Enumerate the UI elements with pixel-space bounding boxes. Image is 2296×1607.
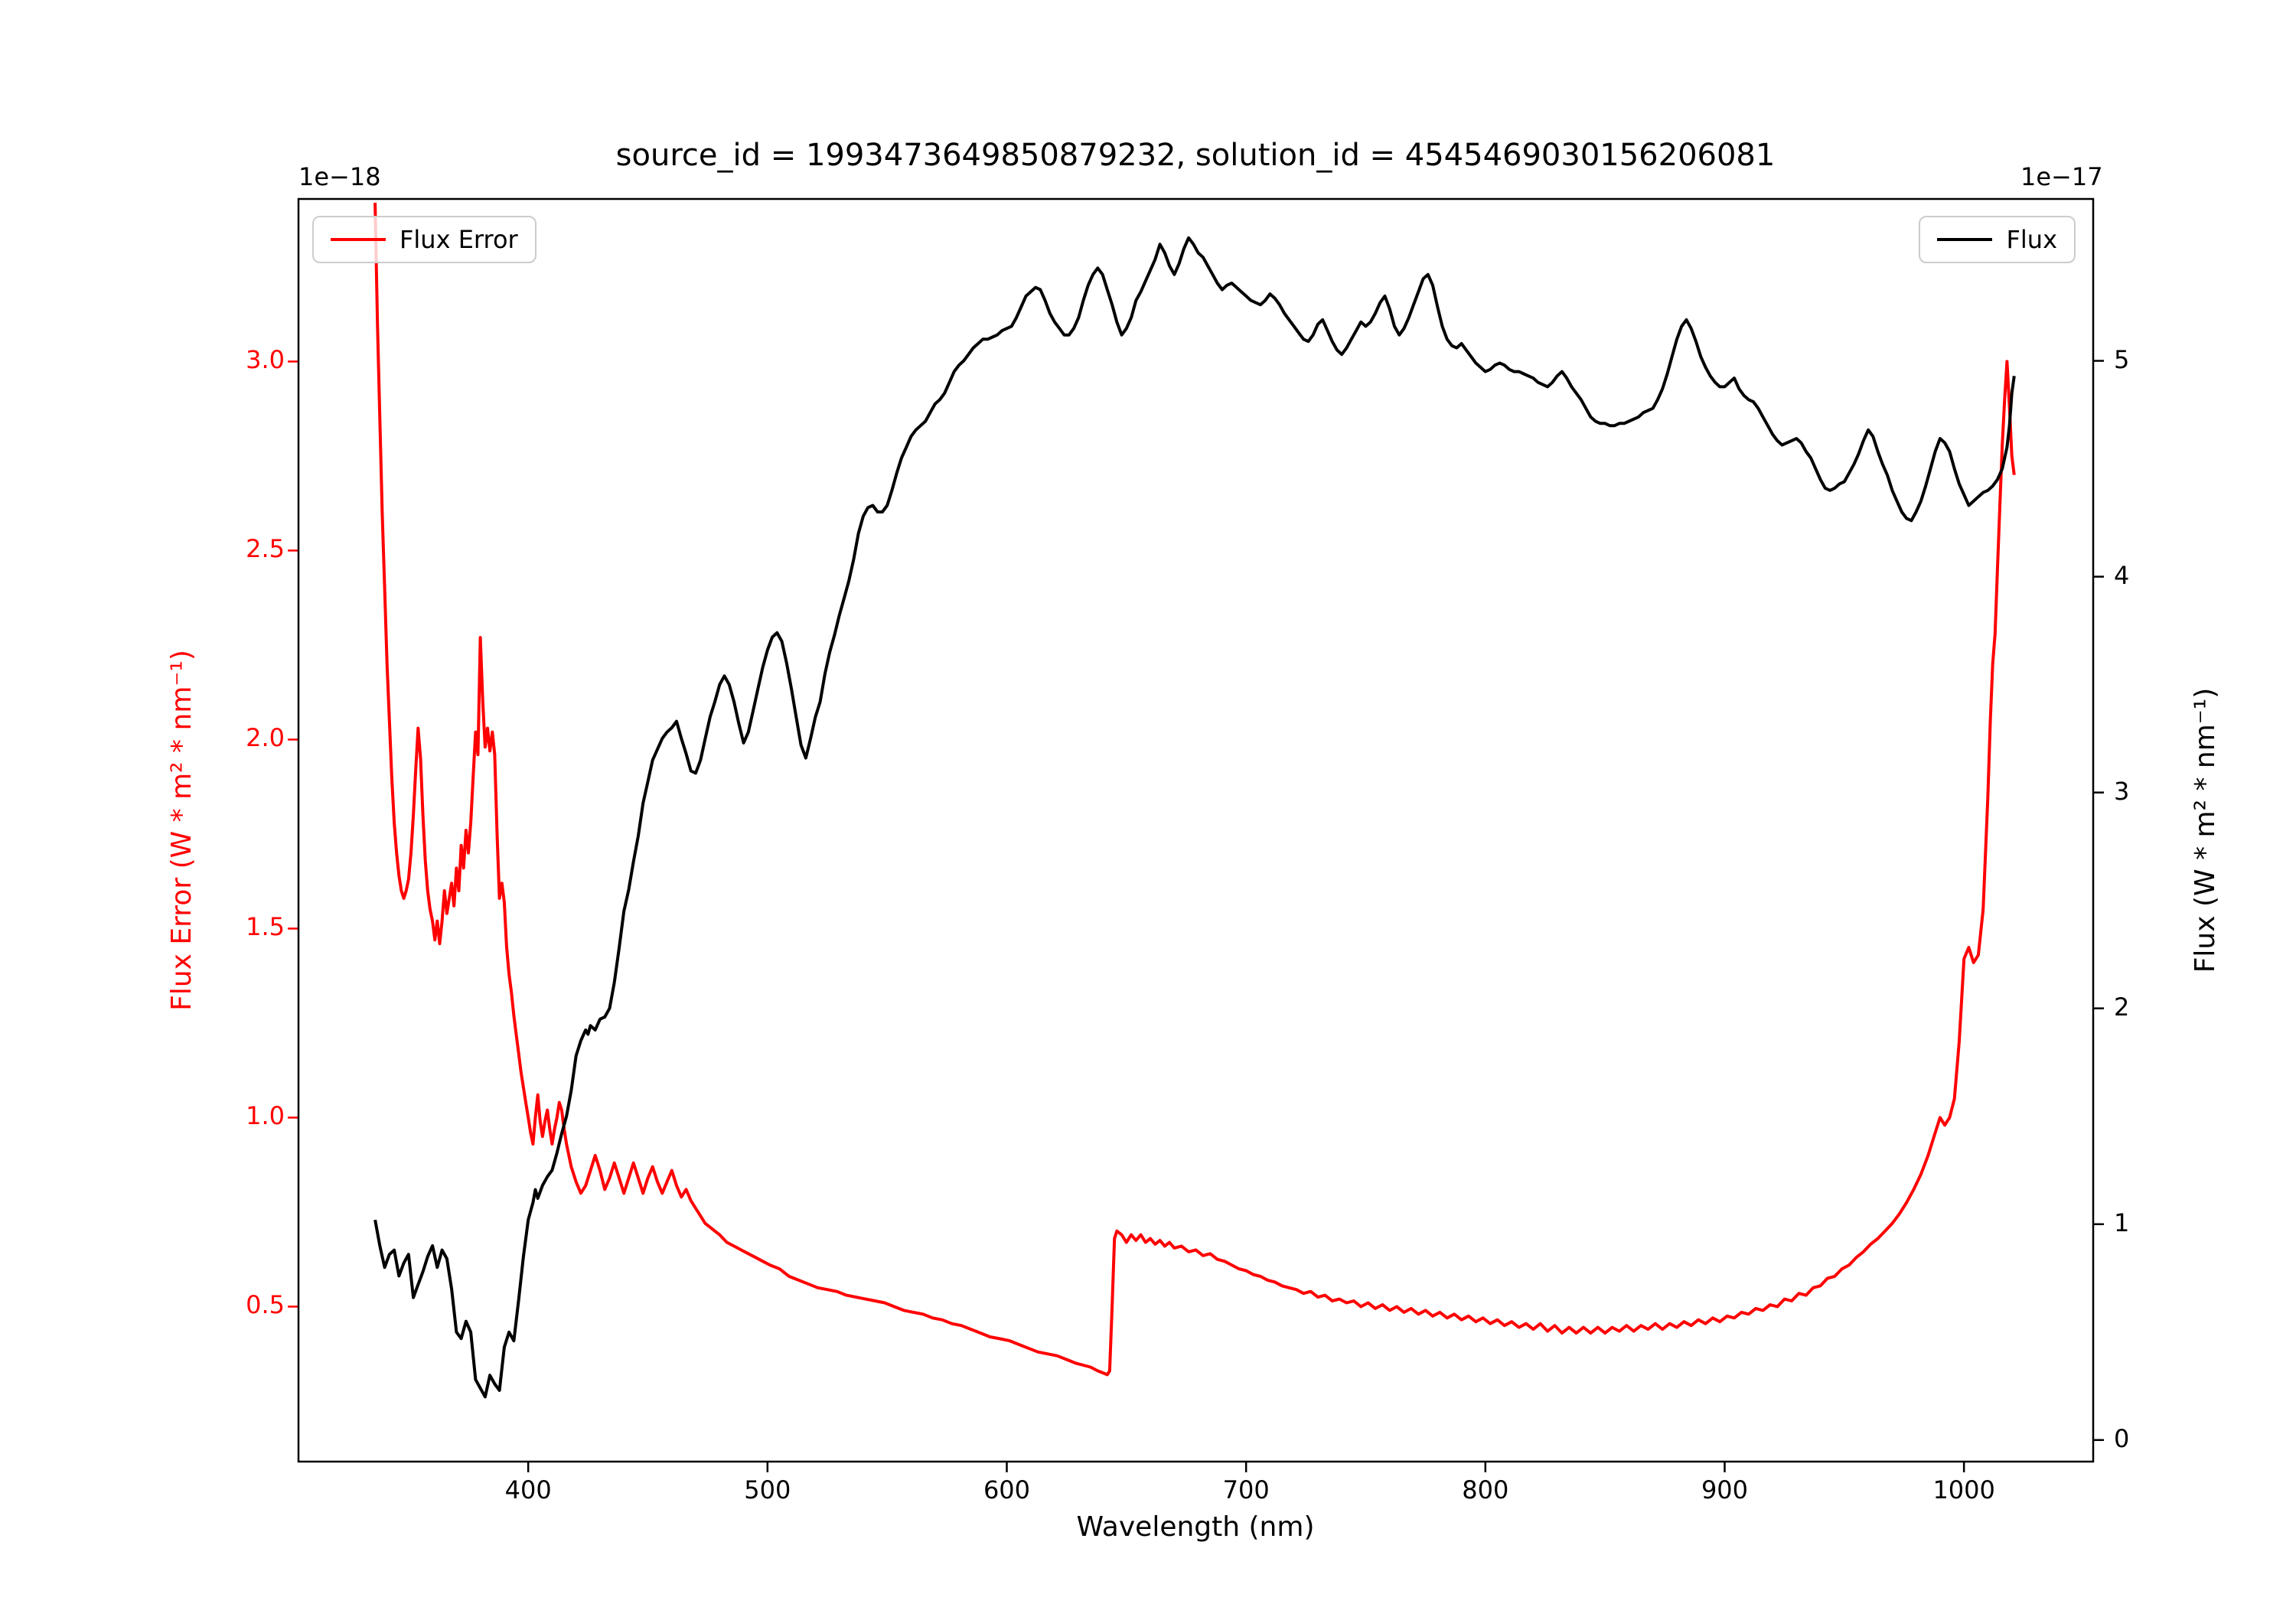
right-axis-offset-label: 1e−17 bbox=[2020, 162, 2103, 191]
right-y-tick-label: 2 bbox=[2114, 992, 2130, 1022]
flux-error-legend-label: Flux Error bbox=[400, 225, 518, 254]
left-y-tick-label: 1.0 bbox=[246, 1101, 285, 1131]
right-y-tick-label: 5 bbox=[2114, 344, 2130, 374]
flux-error-legend-line bbox=[331, 238, 386, 241]
flux-error-line bbox=[373, 202, 2016, 1377]
left-y-tick-label: 2.0 bbox=[246, 723, 285, 753]
x-tick-label: 1000 bbox=[1932, 1475, 1995, 1504]
legend-flux-error: Flux Error bbox=[312, 216, 536, 263]
right-y-tick-label: 4 bbox=[2114, 560, 2130, 590]
left-axis-offset-label: 1e−18 bbox=[298, 162, 381, 191]
axes-frame bbox=[297, 197, 2095, 1463]
left-y-tick-label: 1.5 bbox=[246, 912, 285, 942]
x-tick-label: 400 bbox=[504, 1475, 552, 1504]
x-tick-label: 900 bbox=[1701, 1475, 1749, 1504]
left-y-axis-label: Flux Error (W * m² * nm⁻¹) bbox=[166, 650, 197, 1011]
right-y-tick-label: 3 bbox=[2114, 776, 2130, 806]
chart-title: source_id = 1993473649850879232, solutio… bbox=[615, 138, 1776, 173]
right-y-tick-label: 0 bbox=[2114, 1423, 2130, 1453]
left-y-tick-label: 0.5 bbox=[246, 1290, 285, 1320]
right-y-tick-label: 1 bbox=[2114, 1208, 2130, 1237]
x-tick-label: 600 bbox=[983, 1475, 1031, 1504]
flux-line bbox=[373, 236, 2016, 1399]
x-axis-label: Wavelength (nm) bbox=[1076, 1511, 1315, 1543]
x-tick-label: 500 bbox=[744, 1475, 791, 1504]
x-tick-label: 800 bbox=[1462, 1475, 1509, 1504]
left-y-tick-label: 3.0 bbox=[246, 345, 285, 375]
right-y-axis-label: Flux (W * m² * nm⁻¹) bbox=[2190, 687, 2221, 973]
legend-flux: Flux bbox=[1919, 216, 2076, 263]
flux-legend-label: Flux bbox=[2006, 225, 2057, 254]
x-tick-label: 700 bbox=[1222, 1475, 1270, 1504]
flux-legend-line bbox=[1937, 238, 1993, 241]
left-y-tick-label: 2.5 bbox=[246, 534, 285, 564]
